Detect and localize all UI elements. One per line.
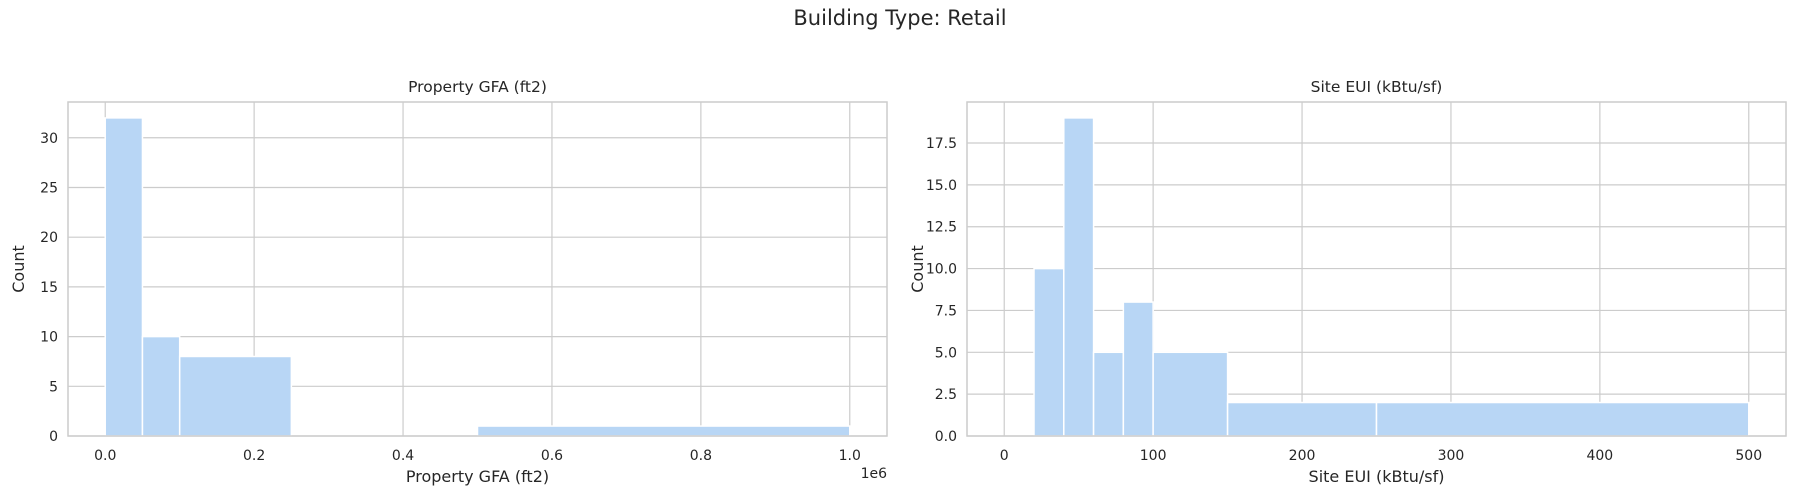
histogram-bar [104,117,144,437]
y-tick-label: 25 [40,180,58,196]
x-tick-label: 400 [1586,448,1613,464]
x-tick-label: 0.2 [243,448,265,464]
x-tick-label: 0.8 [690,448,712,464]
axes-frame [966,101,1787,437]
y-tick-label: 12.5 [926,220,957,236]
x-tick-label: 0.6 [541,448,563,464]
x-tick-label: 300 [1438,448,1465,464]
chart-panel-2: 0 100 200 300 400 500 0.0 2.5 5.0 7.5 10.0 12.5 15.0… [908,78,1787,486]
chart-panel-1: 0.0 0.2 0.4 0.6 0.8 1.0 0 5 10 15 20 25 30 Property G… [9,78,888,486]
y-tick-label: 2.5 [935,387,957,403]
x-tick-label: 500 [1735,448,1762,464]
x-offset-label: 1e6 [861,466,888,482]
y-tick-label: 0 [49,429,58,445]
y-axis-label: Count [908,245,927,293]
histogram-bar [476,425,851,437]
y-tick-label: 15.0 [926,178,957,194]
y-tick-label: 7.5 [935,303,957,319]
figure-title: Building Type: Retail [793,6,1007,30]
x-tick-label: 1.0 [839,448,861,464]
histogram-bar [1375,401,1750,437]
y-tick-label: 17.5 [926,136,957,152]
panel-title: Property GFA (ft2) [408,78,547,96]
histogram-bar [1063,117,1095,437]
x-axis-label: Property GFA (ft2) [406,467,549,486]
histogram-bar [141,335,181,437]
y-tick-label: 30 [40,131,58,147]
x-tick-label: 200 [1289,448,1316,464]
histogram-bar [1092,351,1125,437]
y-tick-label: 10.0 [926,262,957,278]
x-tick-label: 0.0 [94,448,116,464]
y-tick-label: 5 [49,379,58,395]
y-tick-label: 10 [40,330,58,346]
histogram-bar [1033,267,1065,437]
x-tick-label: 0.4 [392,448,414,464]
y-tick-label: 5.0 [935,345,957,361]
x-axis-label: Site EUI (kBtu/sf) [1309,467,1445,486]
y-tick-label: 0.0 [935,429,957,445]
histogram-bar [1122,301,1154,437]
x-tick-label: 0 [1000,448,1009,464]
y-axis-label: Count [9,245,28,293]
y-tick-label: 20 [40,230,58,246]
histogram-bar [178,355,293,437]
axes-frame [67,101,888,437]
x-tick-label: 100 [1140,448,1167,464]
y-tick-label: 15 [40,280,58,296]
histogram-bar [1226,401,1378,437]
histogram-bar [1152,351,1229,437]
panel-title: Site EUI (kBtu/sf) [1311,78,1443,96]
